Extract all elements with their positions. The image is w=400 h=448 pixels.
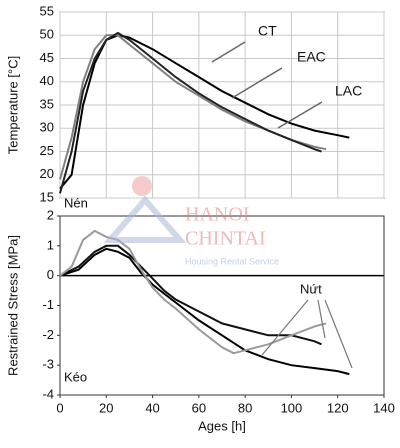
data-line: [59, 244, 322, 346]
x-tick-label: 100: [281, 400, 303, 415]
y-tick-label: -1: [42, 297, 54, 312]
y-tick-label: 20: [40, 166, 54, 181]
x-tick-label: 0: [56, 400, 63, 415]
watermark: HANOI CHINTAI Housing Rental Service: [103, 176, 279, 266]
arrow: [211, 41, 246, 63]
watermark-house: [103, 195, 187, 243]
watermark-dot: [132, 176, 152, 196]
series-label: CT: [258, 23, 277, 39]
data-line: [59, 247, 350, 376]
y-axis-label: Restrained Stress [MPa]: [5, 235, 20, 376]
series-label: LAC: [335, 83, 362, 99]
y-tick-label: 55: [40, 3, 54, 18]
y-tick-label: 15: [40, 189, 54, 204]
y-tick-label: 25: [40, 143, 54, 158]
series-label: EAC: [297, 49, 326, 65]
y-tick-label: 35: [40, 96, 54, 111]
data-line: [59, 34, 350, 190]
y-tick-label: 40: [40, 73, 54, 88]
arrow: [231, 67, 283, 99]
x-tick-label: 40: [145, 400, 159, 415]
y-axis-label: Temperature [°C]: [5, 56, 20, 154]
x-tick-label: 80: [238, 400, 252, 415]
watermark-text: HANOI: [185, 204, 249, 226]
y-tick-label: -3: [42, 357, 54, 372]
y-tick-label: -2: [42, 327, 54, 342]
x-tick-label: 20: [99, 400, 113, 415]
y-tick-label: 45: [40, 50, 54, 65]
arrow: [317, 299, 326, 339]
y-tick-label: 2: [47, 207, 54, 222]
y-tick-label: 50: [40, 27, 54, 42]
data-line: [59, 229, 327, 355]
panel: 15 20 25 30 35 40 45 50 55 Temperature [°C] CT EAC L…: [5, 3, 385, 204]
watermark-text: CHINTAI: [185, 228, 266, 250]
x-tick-label: 60: [192, 400, 206, 415]
annotation: Nứt: [300, 281, 322, 296]
x-tick-label: 120: [327, 400, 349, 415]
y-tick-label: 0: [47, 267, 54, 282]
x-axis-label: Ages [h]: [198, 418, 246, 433]
y-tick-label: 30: [40, 120, 54, 135]
arrow: [277, 101, 323, 129]
annotation: Nén: [64, 195, 88, 210]
y-tick-label: 1: [47, 237, 54, 252]
y-tick-label: -4: [42, 386, 54, 401]
data-line: [59, 31, 322, 194]
arrow: [261, 299, 309, 356]
watermark-text: Housing Rental Service: [185, 256, 279, 266]
arrow: [324, 299, 353, 369]
x-tick-label: 140: [373, 400, 395, 415]
annotation: Kéo: [64, 369, 87, 384]
